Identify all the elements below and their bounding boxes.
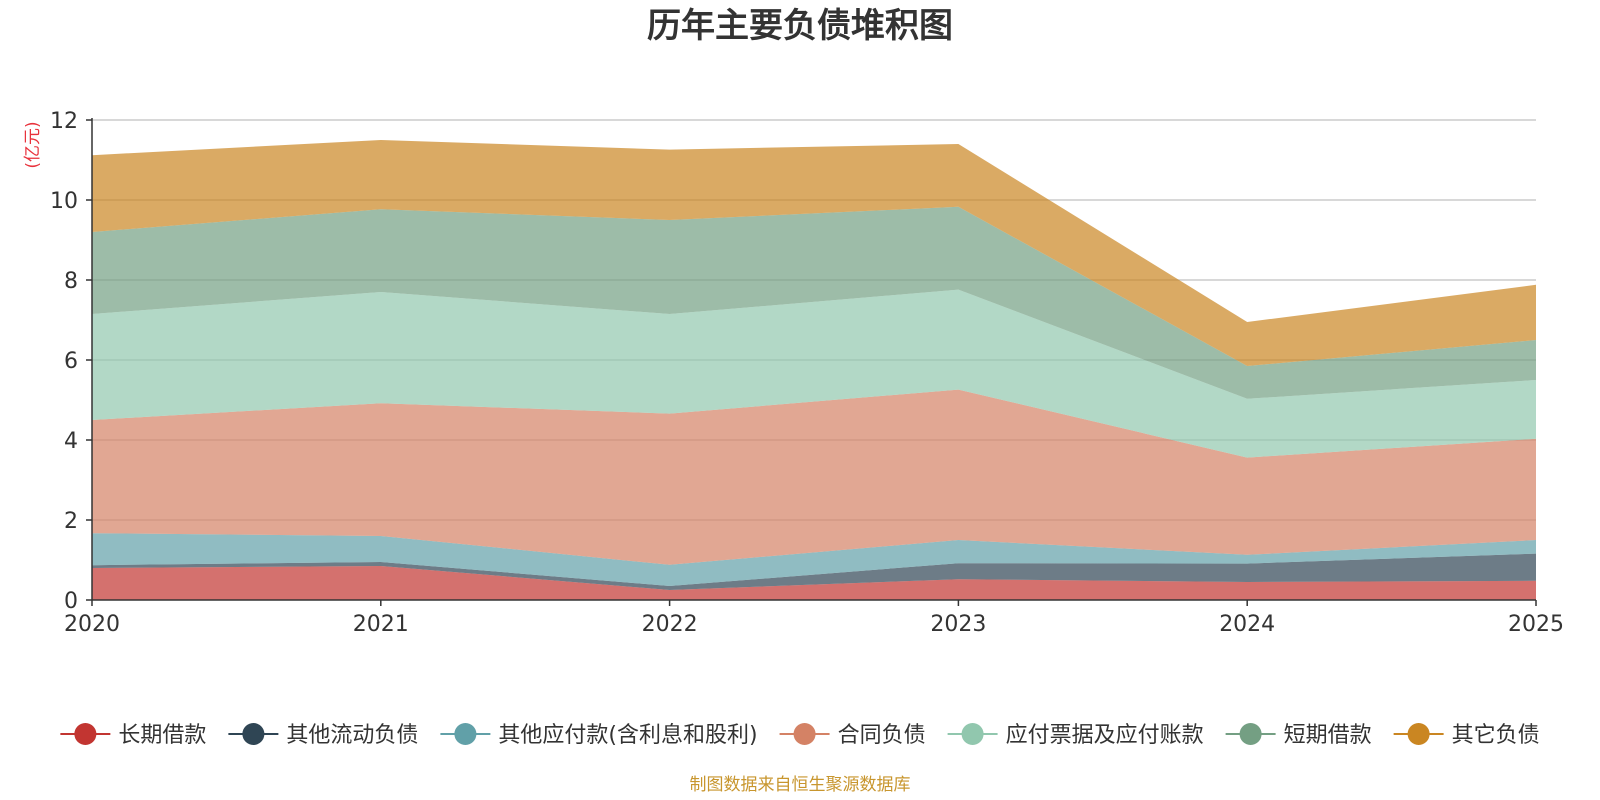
legend-item[interactable]: 其他流动负债 (228, 723, 418, 748)
legend-label: 应付票据及应付账款 (1006, 723, 1204, 748)
legend-item[interactable]: 短期借款 (1225, 723, 1372, 748)
area-应付票据及应付账款 (92, 289, 1536, 458)
y-axis-unit: (亿元) (23, 121, 43, 168)
legend: 长期借款 其他流动负债 其他应付款(含利息和股利) 合同负债 应付票据及应付账款 短期借款… (60, 723, 1540, 748)
legend-label: 其他应付款(含利息和股利) (498, 723, 757, 748)
y-tick-label: 12 (50, 109, 78, 134)
legend-item[interactable]: 其他应付款(含利息和股利) (440, 723, 758, 748)
y-tick-label: 10 (50, 189, 78, 214)
source-note: 制图数据来自恒生聚源数据库 (690, 775, 911, 795)
legend-marker-icon (793, 723, 816, 745)
x-tick-label: 2023 (930, 612, 986, 637)
legend-label: 其它负债 (1452, 723, 1540, 748)
legend-item[interactable]: 长期借款 (60, 723, 206, 748)
legend-marker-icon (454, 723, 477, 745)
x-tick-label: 2024 (1219, 612, 1275, 637)
legend-label: 合同负债 (838, 723, 926, 748)
legend-item[interactable]: 合同负债 (779, 723, 926, 748)
area-短期借款 (92, 206, 1536, 399)
area-其他应付款(含利息和股利) (92, 533, 1536, 586)
area-合同负债 (92, 389, 1536, 565)
legend-marker-icon (1407, 723, 1430, 745)
x-tick-label: 2020 (64, 612, 120, 637)
y-tick-label: 4 (64, 429, 78, 454)
legend-marker-icon (1239, 723, 1262, 745)
legend-item[interactable]: 应付票据及应付账款 (947, 723, 1204, 748)
y-tick-label: 8 (64, 269, 78, 294)
axes: 0 2 4 6 8 10 12 2020 2021 2022 2023 2024 2025 (50, 109, 1564, 637)
y-tick-label: 2 (64, 509, 78, 534)
legend-marker-icon (961, 723, 984, 745)
area-长期借款 (92, 566, 1536, 600)
y-tick-label: 0 (64, 589, 78, 614)
area-series (92, 140, 1536, 600)
legend-label: 短期借款 (1284, 723, 1372, 748)
x-tick-label: 2025 (1508, 612, 1564, 637)
y-tick-label: 6 (64, 349, 78, 374)
chart-title: 历年主要负债堆积图 (647, 6, 953, 46)
legend-item[interactable]: 其它负债 (1393, 723, 1540, 748)
legend-marker-icon (242, 723, 265, 745)
legend-marker-icon (74, 723, 97, 745)
area-其他流动负债 (92, 553, 1536, 590)
x-tick-label: 2021 (353, 612, 409, 637)
x-tick-label: 2022 (642, 612, 698, 637)
legend-label: 其他流动负债 (286, 723, 418, 748)
legend-label: 长期借款 (118, 723, 206, 748)
area-其它负债 (92, 140, 1536, 366)
